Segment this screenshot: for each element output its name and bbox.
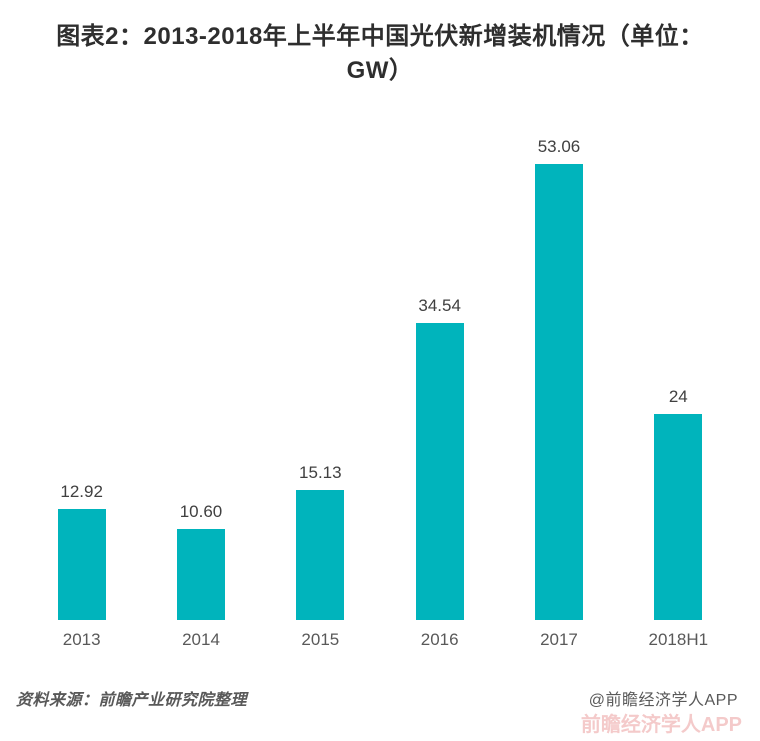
bar-group: 53.06: [499, 136, 618, 620]
chart-title-line2: GW）: [346, 57, 414, 84]
x-axis-label: 2018H1: [648, 630, 709, 649]
x-axis-label: 2015: [301, 630, 340, 649]
x-axis-label: 2013: [62, 630, 101, 649]
bar-value-label: 34.54: [418, 296, 461, 315]
watermark: 前瞻经济学人APP: [580, 714, 742, 736]
bar-2018H1: [654, 414, 703, 620]
bar-value-label: 12.92: [60, 482, 103, 501]
x-axis-label: 2017: [540, 630, 578, 649]
bar-group: 12.92: [22, 136, 141, 620]
x-axis-label: 2014: [182, 630, 220, 649]
bar-chart: 12.92 10.60 15.13 34.54 53.06 24 2013 2014 2015…: [22, 136, 738, 650]
bar-group: 34.54: [380, 136, 499, 620]
chart-title: 图表2：2013-2018年上半年中国光伏新增装机情况（单位： GW）: [0, 0, 760, 88]
source-note: 资料来源：前瞻产业研究院整理: [16, 692, 248, 709]
plot-area: 12.92 10.60 15.13 34.54 53.06 24: [22, 136, 738, 620]
chart-title-line1: 图表2：2013-2018年上半年中国光伏新增装机情况（单位：: [56, 23, 704, 50]
credit-wrap: 前瞻经济学人APP @前瞻经济学人APP: [581, 686, 742, 736]
bar-value-label: 24: [668, 387, 688, 406]
bar-value-label: 10.60: [179, 502, 223, 521]
bar-2013: [57, 509, 106, 620]
bar-2015: [296, 490, 345, 620]
x-axis-label: 2016: [420, 630, 459, 649]
bar-group: 10.60: [141, 136, 260, 620]
bar-2016: [415, 323, 464, 620]
bar-value-label: 53.06: [537, 137, 581, 156]
bar-2014: [176, 529, 225, 620]
footer: 资料来源：前瞻产业研究院整理 前瞻经济学人APP @前瞻经济学人APP: [16, 686, 742, 736]
bar-group: 24: [619, 136, 738, 620]
x-axis: 2013 2014 2015 2016 2017 2018H1: [22, 630, 738, 650]
bar-2017: [534, 164, 583, 620]
bar-value-label: 15.13: [299, 463, 342, 482]
bar-group: 15.13: [261, 136, 380, 620]
credit-label: @前瞻经济学人APP: [588, 692, 738, 709]
